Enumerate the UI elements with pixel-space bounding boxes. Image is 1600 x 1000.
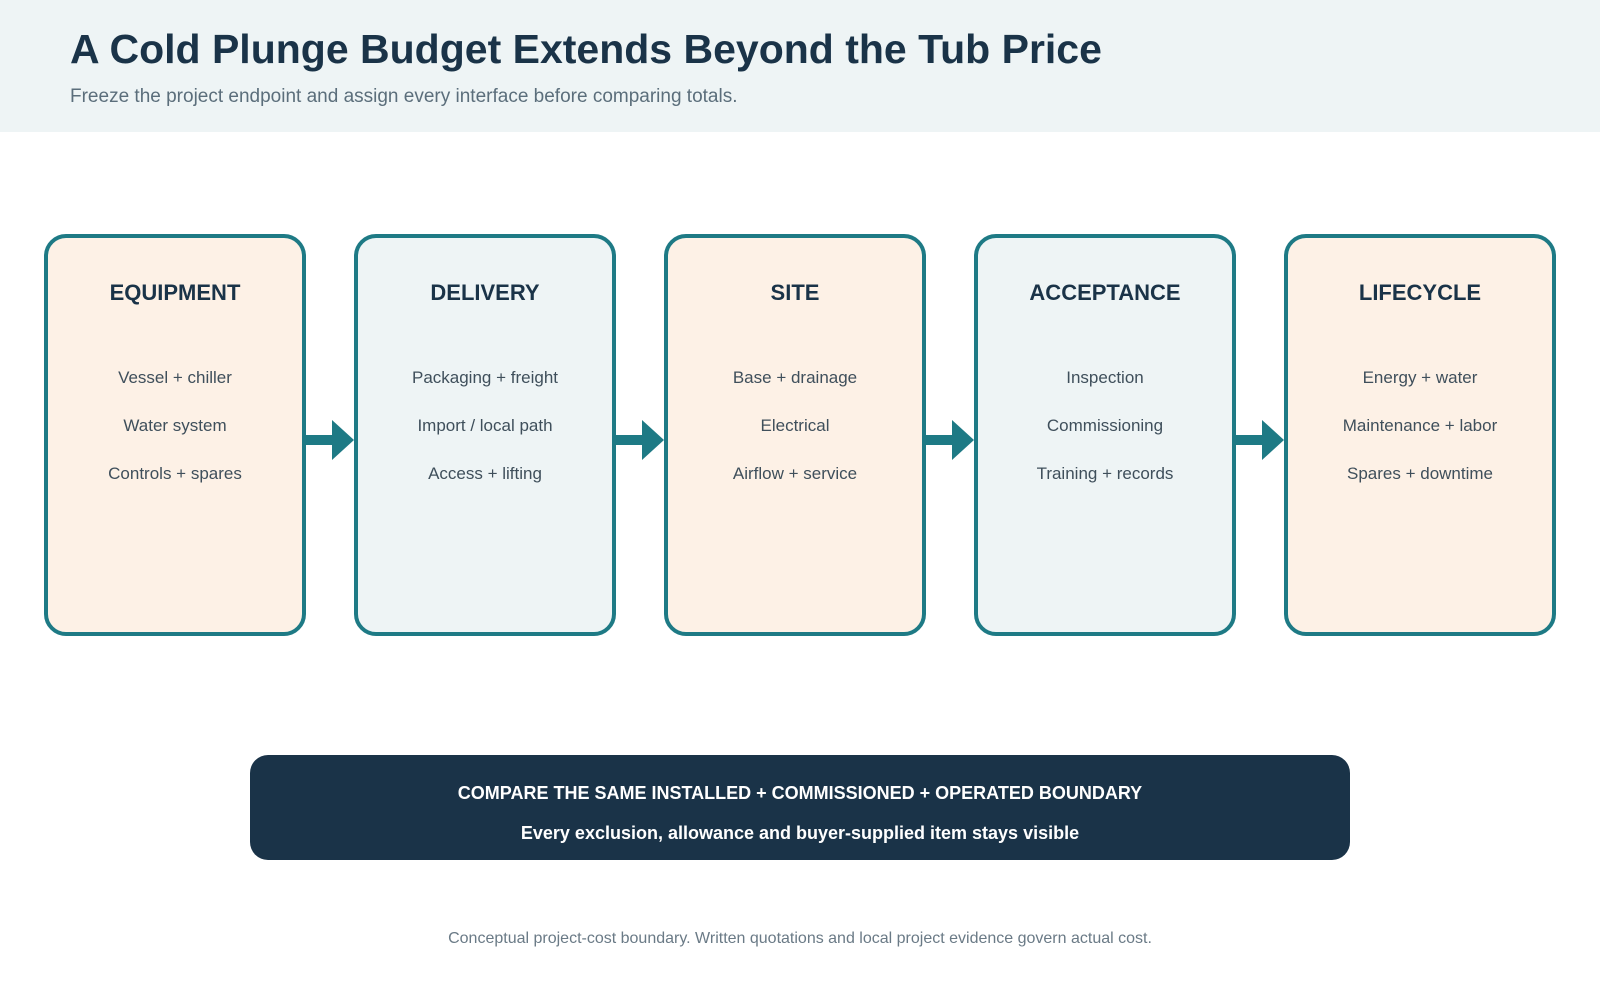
stage-card-acceptance: ACCEPTANCE Inspection Commissioning Trai… — [974, 234, 1236, 636]
stage-item: Maintenance + labor — [1342, 416, 1498, 435]
stage-item: Commissioning — [1046, 416, 1164, 435]
stage-item: Controls + spares — [108, 464, 242, 483]
stage-item: Energy + water — [1362, 368, 1478, 387]
stage-item: Inspection — [1066, 368, 1144, 387]
stage-item: Base + drainage — [732, 368, 858, 387]
banner-headline: COMPARE THE SAME INSTALLED + COMMISSIONE… — [457, 783, 1143, 803]
stage-item: Airflow + service — [732, 464, 858, 483]
arrow-right-icon — [1234, 420, 1284, 460]
stage-item: Electrical — [760, 416, 830, 435]
page-title: A Cold Plunge Budget Extends Beyond the … — [70, 26, 1102, 72]
stage-item: Import / local path — [417, 416, 553, 435]
arrow-right-icon — [924, 420, 974, 460]
stage-title: EQUIPMENT — [109, 280, 241, 305]
summary-banner: COMPARE THE SAME INSTALLED + COMMISSIONE… — [250, 755, 1350, 860]
stage-title: ACCEPTANCE — [1029, 280, 1181, 305]
page-subtitle: Freeze the project endpoint and assign e… — [70, 86, 738, 107]
stage-item: Vessel + chiller — [118, 368, 232, 387]
stage-title: SITE — [770, 280, 820, 305]
stage-item: Training + records — [1036, 464, 1174, 483]
stage-card-equipment: EQUIPMENT Vessel + chiller Water system … — [44, 234, 306, 636]
stage-title: DELIVERY — [430, 280, 540, 305]
footnote: Conceptual project-cost boundary. Writte… — [448, 930, 1152, 947]
arrow-right-icon — [304, 420, 354, 460]
stage-item: Spares + downtime — [1347, 464, 1493, 483]
arrow-right-icon — [614, 420, 664, 460]
stage-item: Water system — [123, 416, 227, 435]
stage-card-delivery: DELIVERY Packaging + freight Import / lo… — [354, 234, 616, 636]
stage-item: Packaging + freight — [411, 368, 558, 387]
stage-title: LIFECYCLE — [1358, 280, 1482, 305]
stage-item: Access + lifting — [428, 464, 542, 483]
header: A Cold Plunge Budget Extends Beyond the … — [0, 0, 1600, 132]
stage-card-lifecycle: LIFECYCLE Energy + water Maintenance + l… — [1284, 234, 1556, 636]
banner-subline: Every exclusion, allowance and buyer-sup… — [520, 823, 1080, 843]
stage-card-site: SITE Base + drainage Electrical Airflow … — [664, 234, 926, 636]
